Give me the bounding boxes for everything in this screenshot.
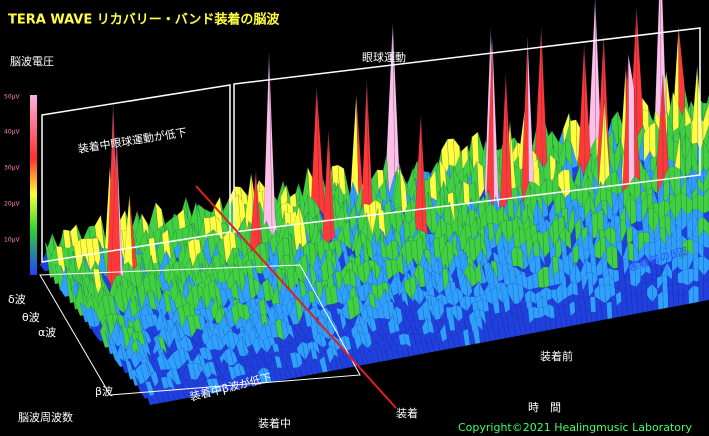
color-bar (30, 95, 37, 275)
surface-facet (663, 291, 668, 308)
surface-facet (606, 302, 612, 320)
time-label: 装着 (396, 406, 418, 420)
title: TERA WAVE リカバリー・バンド装着の脳波 (8, 12, 280, 28)
tick: 50μV (4, 94, 20, 101)
time-label: 装着中 (258, 416, 291, 430)
tick: 40μV (4, 129, 20, 136)
surface-facet (622, 301, 628, 316)
axis-label: 脳波電圧 (10, 55, 54, 68)
band-label: θ波 (22, 311, 40, 324)
copyright: Copyright©2021 Healingmusic Laboratory (458, 421, 693, 434)
band-label: β波 (95, 385, 113, 398)
surface-facet (668, 291, 673, 307)
surface-facet (673, 294, 678, 307)
tick: 10μV (4, 237, 20, 244)
tick: 20μV (4, 201, 20, 208)
surface-facet (636, 202, 642, 224)
tick: 30μV (4, 165, 20, 172)
annotation: 眼球運動 (362, 50, 406, 64)
surface-facet (694, 286, 699, 303)
surface-facet (678, 295, 683, 305)
axis-label: 脳波周波数 (18, 411, 73, 424)
time-label: 装着前 (540, 349, 573, 363)
band-label: α波 (38, 326, 56, 339)
surface-facet (637, 300, 643, 313)
band-label: δ波 (8, 293, 26, 306)
screenshot: TERA WAVE リカバリー・バンド装着の脳波 脳波電圧 50μV 40μV … (0, 0, 709, 436)
axis-label: 時 間 (528, 401, 561, 414)
